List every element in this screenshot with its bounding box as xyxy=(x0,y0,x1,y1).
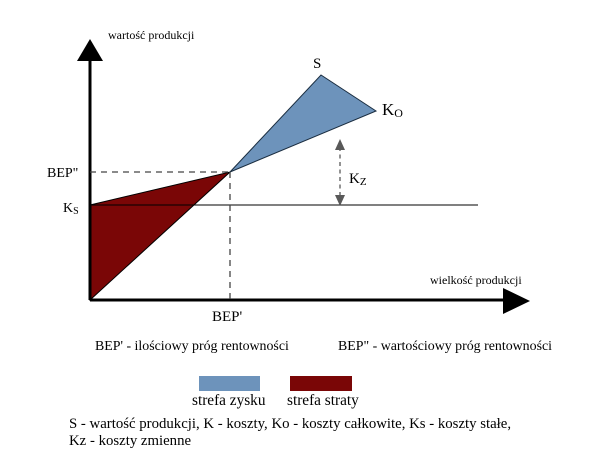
svg-text:BEP' - ilościowy próg rentowno: BEP' - ilościowy próg rentowności xyxy=(95,339,289,354)
svg-text:wartość produkcji: wartość produkcji xyxy=(108,28,195,42)
svg-text:BEP': BEP' xyxy=(212,309,243,325)
svg-text:KO: KO xyxy=(382,100,403,120)
svg-text:strefa straty: strefa straty xyxy=(287,392,359,409)
svg-text:Kz - koszty zmienne: Kz - koszty zmienne xyxy=(69,433,191,449)
svg-text:strefa zysku: strefa zysku xyxy=(192,392,266,409)
svg-text:S: S xyxy=(313,56,321,72)
svg-text:BEP" - wartościowy próg rentow: BEP" - wartościowy próg rentowności xyxy=(338,339,552,354)
svg-text:KZ: KZ xyxy=(349,171,367,188)
svg-text:BEP": BEP" xyxy=(47,166,78,181)
svg-text:wielkość produkcji: wielkość produkcji xyxy=(430,273,522,287)
svg-text:KS: KS xyxy=(63,201,79,217)
svg-text:S - wartość produkcji, K - kos: S - wartość produkcji, K - koszty, Ko - … xyxy=(69,416,511,432)
